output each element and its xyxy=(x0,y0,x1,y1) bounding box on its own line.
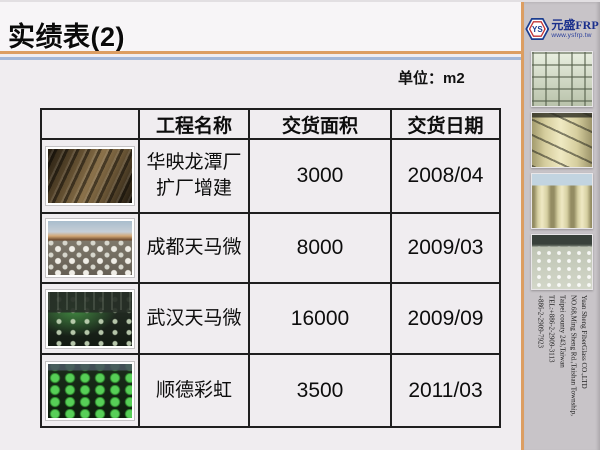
project-photo-plant-interior xyxy=(46,289,134,348)
logo-website: www.ysfrp.tw xyxy=(551,32,592,40)
photo-cell xyxy=(40,212,140,284)
company-address-line2: Taipei county 243,Taiwan xyxy=(558,295,567,368)
sidebar-photo-strip xyxy=(524,51,600,290)
ys-hexagon-icon: YS xyxy=(525,17,550,41)
company-logo: YS 元盛FRP www.ysfrp.tw xyxy=(524,17,600,41)
photo-cell xyxy=(40,138,140,214)
photo-cell xyxy=(40,282,140,355)
table-header-row: 工程名称 交货面积 交货日期 xyxy=(40,108,501,140)
company-info: Yuan Sheng FiberGlass CO.,LTD NO.68,Ming… xyxy=(535,295,589,435)
company-address-line1: NO.68,Ming Sheng Rd.,Taishan Township, xyxy=(569,295,578,417)
project-date: 2009/03 xyxy=(390,212,501,284)
logo-brand: 元盛FRP xyxy=(551,17,599,32)
photo-cell xyxy=(40,353,140,428)
col-header-photo xyxy=(40,108,140,140)
table-row: 武汉天马微 16000 2009/09 xyxy=(40,282,501,355)
project-photo-steel-roof xyxy=(46,147,134,205)
sidebar: YS 元盛FRP www.ysfrp.tw Yuan Sheng FiberGl… xyxy=(521,2,600,450)
project-name: 顺德彩虹 xyxy=(138,353,250,428)
company-name: Yuan Sheng FiberGlass CO.,LTD xyxy=(580,295,589,389)
logo-monogram: YS xyxy=(531,24,543,34)
table-row: 成都天马微 8000 2009/03 xyxy=(40,212,501,284)
company-tel-line2: +886-2-2909-7923 xyxy=(536,295,545,348)
project-date: 2009/09 xyxy=(390,282,501,355)
project-area: 8000 xyxy=(248,212,392,284)
unit-label: 单位：m2 xyxy=(398,70,465,87)
sidebar-photo-factory-floor xyxy=(531,234,593,290)
page-title: 实绩表(2) xyxy=(8,22,125,52)
sidebar-photo-tank-farm xyxy=(531,173,593,229)
title-rule-orange xyxy=(0,51,521,54)
project-area: 3500 xyxy=(248,353,392,428)
project-area: 16000 xyxy=(248,282,392,355)
project-photo-mould-field xyxy=(46,219,134,277)
project-date: 2008/04 xyxy=(390,138,501,214)
table-row: 华映龙潭厂扩厂增建 3000 2008/04 xyxy=(40,138,501,214)
sidebar-photo-factory-ceiling xyxy=(531,51,593,107)
col-header-area: 交货面积 xyxy=(248,108,392,140)
company-tel-line1: TEL:+886-2-2909-3113 xyxy=(547,295,556,363)
logo-text: 元盛FRP www.ysfrp.tw xyxy=(551,17,599,40)
project-photo-green-domes xyxy=(46,361,134,420)
table-row: 顺德彩虹 3500 2011/03 xyxy=(40,353,501,428)
title-bar: 实绩表(2) xyxy=(0,2,521,52)
sidebar-photo-frp-tank xyxy=(531,112,593,168)
project-name: 华映龙潭厂扩厂增建 xyxy=(138,138,250,214)
projects-table: 工程名称 交货面积 交货日期 华映龙潭厂扩厂增建 3000 2008/04 成都… xyxy=(40,108,501,428)
project-name: 武汉天马微 xyxy=(138,282,250,355)
title-rule-blue xyxy=(0,57,521,60)
project-date: 2011/03 xyxy=(390,353,501,428)
col-header-name: 工程名称 xyxy=(138,108,250,140)
project-area: 3000 xyxy=(248,138,392,214)
project-name: 成都天马微 xyxy=(138,212,250,284)
col-header-date: 交货日期 xyxy=(390,108,501,140)
